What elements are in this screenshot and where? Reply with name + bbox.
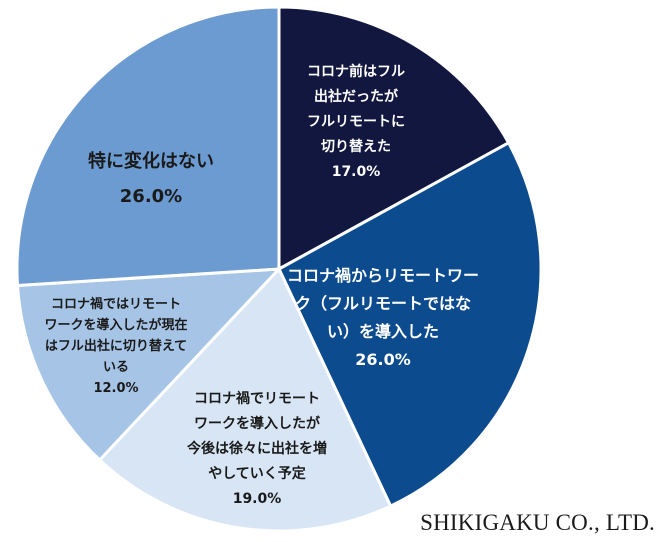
pie-slice-5 xyxy=(15,5,281,287)
pie-slice-2 xyxy=(277,141,543,508)
slice-label-line: い）を導入した xyxy=(327,322,439,341)
slice-label-group-5: 特に変化はない 26.0% xyxy=(88,150,214,207)
slice-label-line: 特に変化はない xyxy=(88,150,214,172)
slice-label-line: はフル出社に切り替えて xyxy=(45,338,187,354)
pie-slice-1 xyxy=(277,5,511,271)
slice-label-line: ワークを導入したが xyxy=(194,415,321,432)
slice-label-line: いる xyxy=(103,360,129,375)
slice-value-label: 26.0% xyxy=(120,186,182,207)
pie-slice-4 xyxy=(16,267,281,462)
slice-label-line: コロナ前はフル xyxy=(307,63,405,80)
slice-value-label: 12.0% xyxy=(93,381,138,396)
pie-slice-3 xyxy=(98,267,393,533)
slice-label-line: ク（フルリモートではな xyxy=(295,294,471,313)
slice-label-line: 切り替えた xyxy=(321,138,391,155)
slice-label-line: コロナ禍でリモート xyxy=(194,390,320,407)
slice-label-line: ワークを導入したが現在 xyxy=(44,317,187,333)
slice-value-label: 19.0% xyxy=(233,491,282,507)
slice-label-line: やしていく予定 xyxy=(208,465,306,482)
slice-value-label: 17.0% xyxy=(332,164,381,180)
slice-label-line: コロナ禍ではリモート xyxy=(51,296,181,312)
company-watermark: SHIKIGAKU CO., LTD. xyxy=(420,510,655,535)
slice-value-label: 26.0% xyxy=(355,350,411,369)
slice-label-line: フルリモートに xyxy=(307,114,405,130)
slice-label-line: 今後は徐々に出社を増 xyxy=(186,440,327,457)
slice-label-line: 出社だったが xyxy=(314,88,399,105)
slice-label-line: コロナ禍からリモートワー xyxy=(287,266,479,285)
